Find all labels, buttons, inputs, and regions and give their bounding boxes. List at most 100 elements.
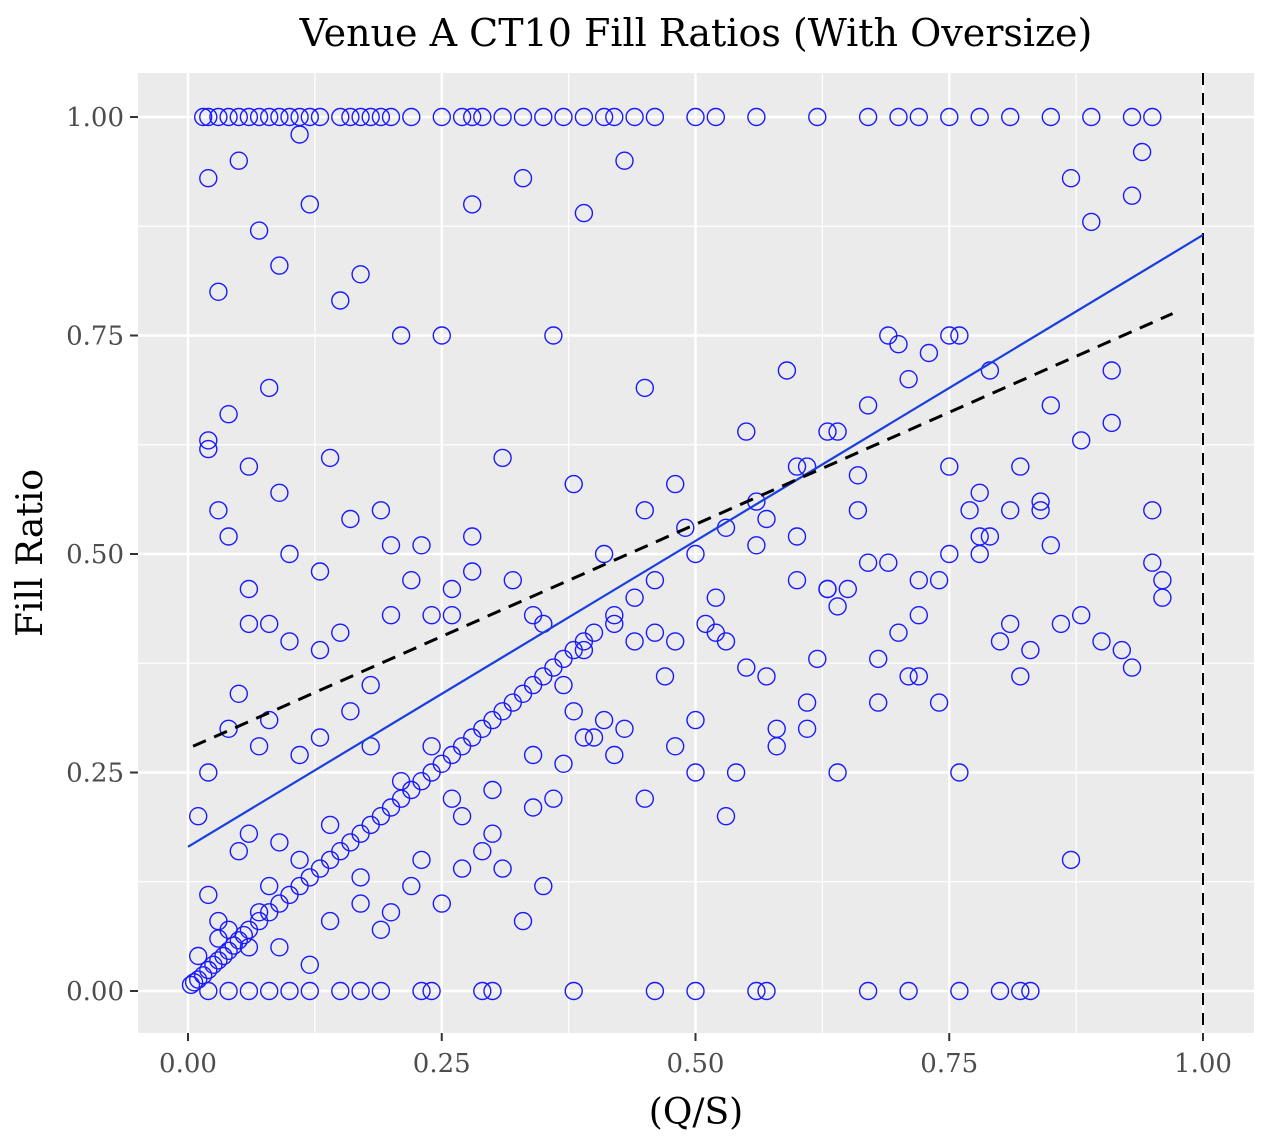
data-point [554, 754, 573, 773]
y-tick-label: 1.00 [66, 103, 124, 133]
data-point [280, 107, 299, 127]
data-point [432, 326, 451, 345]
data-point [848, 466, 868, 485]
data-point [351, 894, 370, 913]
data-point [513, 911, 533, 931]
data-point [239, 824, 259, 843]
data-point [1051, 614, 1071, 634]
data-point [747, 981, 766, 1001]
axis-ticks: 0.00 0.25 0.50 0.75 1.00 0.00 0.25 0.50 0.75 1.00 [66, 103, 1232, 1079]
data-point [879, 326, 898, 345]
data-point [199, 107, 218, 127]
data-point [899, 981, 918, 1001]
data-point [950, 763, 969, 782]
data-point [950, 981, 969, 1001]
data-point [280, 981, 299, 1001]
data-point [229, 151, 249, 170]
data-point [1001, 107, 1020, 127]
data-point [909, 667, 928, 686]
data-point [564, 474, 583, 494]
data-point [331, 107, 350, 127]
data-point [899, 370, 918, 389]
data-point [919, 343, 939, 363]
data-point [452, 859, 472, 878]
data-point [1011, 981, 1030, 1001]
data-point [615, 719, 634, 738]
data-point [889, 623, 908, 642]
data-point [260, 981, 279, 1001]
data-point [219, 719, 238, 738]
data-point [1061, 168, 1081, 188]
data-point [706, 107, 725, 127]
data-point [594, 107, 614, 127]
data-point [584, 623, 604, 642]
data-point [564, 702, 583, 721]
fit-line [187, 234, 1204, 848]
reference-line [192, 312, 1174, 748]
data-point [229, 684, 249, 703]
data-point [381, 606, 401, 625]
data-point [184, 973, 204, 992]
data-point [239, 107, 259, 127]
data-point [767, 719, 786, 738]
data-point [351, 265, 370, 284]
data-point [1011, 667, 1030, 686]
data-point [554, 107, 573, 127]
data-point [188, 807, 208, 826]
data-point [239, 457, 259, 476]
data-point [737, 658, 756, 677]
data-point [422, 981, 441, 1001]
y-axis-title: Fill Ratio [10, 469, 51, 637]
data-point [929, 571, 949, 590]
data-point [666, 632, 685, 651]
data-point [970, 527, 989, 546]
data-point [442, 789, 462, 808]
data-point [320, 911, 340, 931]
data-point [534, 876, 553, 896]
data-point [666, 737, 685, 756]
data-point [564, 981, 583, 1001]
data-point [351, 107, 370, 127]
data-point [270, 833, 289, 852]
data-point [909, 606, 928, 625]
data-point [493, 107, 512, 127]
data-point [899, 667, 918, 686]
data-point [1031, 492, 1050, 511]
data-point [483, 824, 502, 843]
data-point [310, 107, 330, 127]
data-point [1061, 850, 1081, 870]
data-point [371, 920, 391, 939]
data-point [270, 107, 289, 127]
data-point [940, 326, 959, 345]
data-point [270, 256, 289, 275]
data-point [270, 483, 289, 502]
data-point [1102, 361, 1121, 380]
data-point [797, 719, 817, 738]
data-point [473, 842, 492, 861]
data-point [300, 981, 319, 1001]
data-point [828, 763, 847, 782]
data-point [594, 544, 614, 564]
data-point [950, 326, 969, 345]
data-point [290, 745, 309, 765]
data-point [229, 842, 249, 861]
data-point [219, 981, 238, 1001]
y-tick-label: 0.75 [66, 322, 124, 352]
data-point [199, 168, 218, 188]
data-point [858, 553, 878, 572]
data-point [402, 876, 421, 896]
data-point [1143, 107, 1162, 127]
data-point [229, 931, 249, 950]
data-point [574, 203, 594, 223]
x-axis-title: (Q/S) [649, 1092, 743, 1133]
data-point [260, 710, 279, 730]
data-point [686, 107, 705, 127]
data-point [747, 107, 766, 127]
data-point [260, 876, 279, 896]
data-point [300, 955, 319, 974]
chart-title: Venue A CT10 Fill Ratios (With Oversize) [299, 11, 1093, 55]
data-point [909, 571, 928, 590]
data-point [523, 745, 543, 765]
